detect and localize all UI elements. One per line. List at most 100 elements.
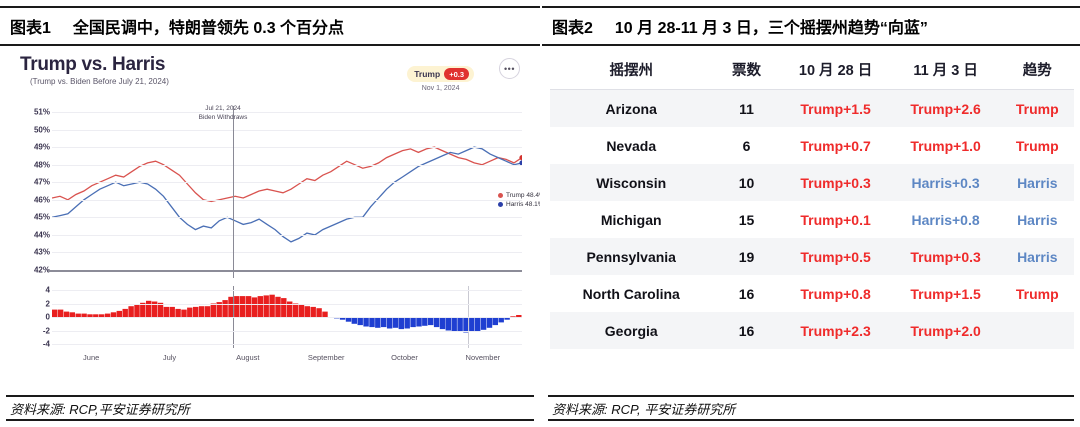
table-row[interactable]: Wisconsin 10 Trump+0.3 Harris+0.3 Harris — [550, 164, 1074, 201]
margin-bar — [240, 296, 246, 317]
margin-bar — [480, 317, 487, 330]
exhibit-1-label: 图表1 — [10, 20, 51, 37]
margin-bar — [146, 300, 152, 317]
margin-bar — [504, 317, 510, 320]
margin-bar — [275, 296, 281, 318]
votes-cell: 10 — [712, 164, 781, 201]
poll-ytick: 49% — [33, 142, 50, 152]
table-row[interactable]: Nevada 6 Trump+0.7 Trump+1.0 Trump — [550, 127, 1074, 164]
margin-bar — [304, 306, 311, 317]
table-row[interactable]: Michigan 15 Trump+0.1 Harris+0.8 Harris — [550, 201, 1074, 238]
swing-state-table: 摇摆州 票数 10 月 28 日 11 月 3 日趋势 Arizona 11 Trump+… — [550, 52, 1074, 349]
margin-ytick: -4 — [42, 339, 50, 349]
margin-bar — [357, 317, 363, 326]
series-endpoint-trump — [519, 155, 522, 161]
exhibit-1-header: 图表1 全国民调中，特朗普领先 0.3 个百分点 — [0, 6, 540, 46]
margin-bar — [398, 317, 405, 330]
table-row[interactable]: North Carolina 16 Trump+0.8 Trump+1.5 Trump — [550, 275, 1074, 312]
margin-bar — [181, 309, 187, 317]
margin-bar — [210, 303, 217, 317]
margin-bar — [381, 317, 387, 328]
gridline — [52, 112, 522, 113]
margin-bar — [128, 306, 134, 317]
exhibit-2-label: 图表2 — [552, 20, 593, 37]
exhibit-2-title: 10 月 28-11 月 3 日，三个摇摆州趋势“向蓝” — [614, 20, 928, 37]
state-cell: Pennsylvania — [550, 238, 713, 275]
poll-chart-card: Trump vs. Harris (Trump vs. Biden Before… — [8, 50, 545, 386]
poll-ytick: 42% — [33, 265, 50, 275]
margin-bar — [116, 310, 123, 317]
poll-ytick: 47% — [33, 177, 50, 187]
state-cell: Arizona — [550, 89, 713, 127]
trump-dot-icon — [498, 193, 503, 198]
endpoint-harris-label: Harris 48.1% — [506, 201, 544, 208]
margin-bar — [316, 308, 322, 317]
nov3-cell: Harris+0.3 — [890, 164, 1001, 201]
trend-cell: Trump — [1000, 89, 1074, 127]
table-header-0: 摇摆州 — [550, 52, 713, 90]
margin-bar — [151, 301, 158, 317]
trend-cell — [1000, 312, 1074, 349]
table-row[interactable]: Georgia 16 Trump+2.3 Trump+2.0 — [550, 312, 1074, 349]
state-cell: Nevada — [606, 137, 657, 154]
oct28-cell: Trump+0.8 — [800, 285, 871, 302]
margin-bar — [492, 317, 499, 326]
poll-ytick: 43% — [33, 247, 50, 257]
table-header-2: 10 月 28 日 — [780, 52, 891, 90]
gridline — [52, 290, 522, 291]
margin-bar — [204, 306, 211, 317]
series-line-harris — [52, 146, 522, 243]
margin-ytick: -2 — [42, 326, 50, 335]
margin-bar — [410, 317, 416, 328]
nov3-cell: Trump+0.3 — [890, 238, 1001, 275]
margin-bar — [157, 302, 164, 317]
margin-bar — [257, 296, 264, 317]
chart-title: Trump vs. Harris — [20, 54, 166, 75]
votes-cell: 6 — [742, 137, 751, 154]
margin-bar — [298, 304, 305, 317]
badge-candidate-name: Trump — [414, 69, 441, 79]
table-header-3: 11 月 3 日 — [890, 52, 1001, 90]
margin-bar — [322, 311, 328, 317]
margin-bar — [433, 317, 440, 328]
margin-bar — [392, 317, 399, 328]
state-cell: Georgia — [550, 312, 713, 349]
more-options-icon[interactable]: ••• — [499, 58, 520, 79]
margin-bar — [486, 317, 493, 328]
harris-dot-icon — [498, 202, 503, 207]
margin-bar — [228, 296, 234, 318]
nov3-cell: Harris+0.8 — [911, 211, 980, 228]
margin-bar — [104, 313, 111, 317]
state-cell: Michigan — [600, 211, 662, 228]
poll-y-axis-labels: 51% 50% 49% 48% 47% 46% 45% 44% 43% 42% — [18, 106, 50, 278]
margin-ytick: 2 — [45, 299, 50, 308]
gridline — [52, 129, 522, 131]
trump-lead-badge[interactable]: Trump +0.3 — [407, 66, 474, 82]
x-axis-labels: June July August September October November — [52, 353, 522, 367]
margin-bar — [292, 303, 299, 317]
margin-bar — [269, 294, 275, 317]
gridline — [52, 317, 522, 318]
margin-bar — [198, 306, 205, 317]
margin-bar — [416, 317, 422, 327]
margin-bar — [216, 302, 222, 317]
margin-bar — [87, 314, 93, 317]
swing-state-table-wrap: 摇摆州 票数 10 月 28 日 11 月 3 日趋势 Arizona 11 Trump+… — [550, 52, 1074, 349]
margin-bar — [445, 317, 452, 331]
margin-bar — [193, 306, 199, 317]
gridline — [52, 234, 522, 236]
margin-bar — [234, 296, 240, 317]
margin-bar — [469, 317, 475, 332]
margin-ytick: 4 — [45, 285, 50, 295]
votes-cell: 15 — [738, 211, 755, 228]
margin-bar — [516, 315, 522, 317]
margin-bar — [251, 297, 258, 317]
table-row[interactable]: Pennsylvania 19 Trump+0.5 Trump+0.3 Harris — [550, 238, 1074, 275]
poll-ytick: 45% — [33, 212, 50, 222]
gridline — [52, 252, 522, 254]
table-row[interactable]: Arizona 11 Trump+1.5 Trump+2.6 Trump — [550, 89, 1074, 127]
poll-axis-line — [48, 270, 522, 272]
biden-withdraws-vline — [232, 106, 234, 278]
margin-bar — [439, 317, 446, 330]
oct28-cell: Trump+0.7 — [800, 137, 871, 154]
